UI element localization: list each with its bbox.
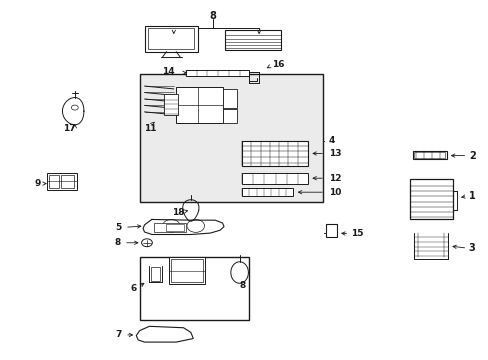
Bar [326,225,336,237]
Text: 16: 16 [271,60,284,69]
Text: 11: 11 [143,123,156,132]
Text: 15: 15 [350,229,363,238]
Text: 3: 3 [468,243,474,253]
Bar [61,175,74,188]
Text: 17: 17 [62,123,75,132]
Bar [413,152,445,158]
Bar [140,257,249,320]
Text: 8: 8 [209,11,216,21]
Text: 4: 4 [328,136,335,145]
Text: 6: 6 [130,284,136,293]
Text: 14: 14 [162,67,174,76]
Bar [242,173,307,184]
Text: 8: 8 [239,281,245,290]
Text: 5: 5 [115,223,122,232]
Bar [242,141,307,166]
Bar [148,28,194,49]
Text: 8: 8 [114,238,121,247]
Bar [163,94,177,116]
Text: 13: 13 [328,149,341,158]
Bar [166,225,183,231]
Text: 10: 10 [328,188,341,197]
Bar [140,74,322,202]
Text: 7: 7 [115,330,122,339]
Bar [144,26,198,51]
Text: 12: 12 [328,174,341,183]
Bar [224,31,281,50]
Bar [222,89,237,108]
Text: 2: 2 [468,150,474,161]
Text: 18: 18 [172,208,184,217]
Bar [176,87,222,123]
Bar [409,179,452,219]
Polygon shape [136,326,193,342]
Bar [49,175,59,188]
Bar [154,223,185,232]
Text: 9: 9 [34,179,41,188]
Bar [222,109,237,123]
Bar [47,173,77,190]
Bar [168,257,205,284]
Bar [171,259,203,282]
Bar [412,151,446,159]
Bar [151,267,160,281]
Text: 1: 1 [468,191,474,201]
Bar [242,188,293,196]
Bar [185,69,249,76]
